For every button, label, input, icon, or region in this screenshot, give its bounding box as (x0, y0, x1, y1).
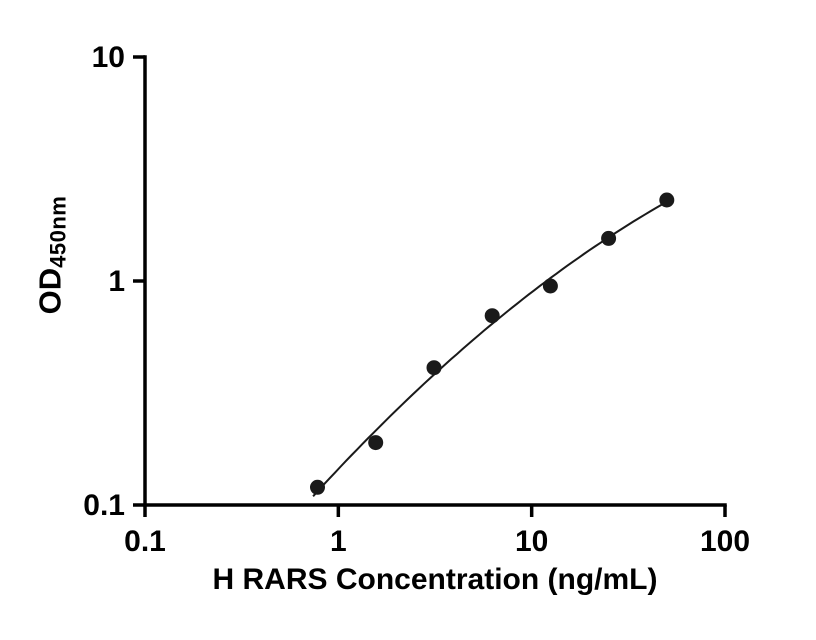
data-point (542, 278, 558, 294)
fit-curve (312, 200, 668, 497)
data-point (368, 435, 384, 451)
data-point (601, 230, 617, 246)
axes (143, 55, 727, 507)
x-tick-label: 1 (330, 525, 347, 558)
y-axis-title-subscript: 450nm (45, 195, 71, 268)
x-axis-title: H RARS Concentration (ng/mL) (212, 563, 658, 596)
y-axis-title-main: OD (32, 267, 68, 315)
y-tick-label: 10 (92, 41, 125, 74)
data-point (426, 360, 442, 376)
x-tick-label: 0.1 (124, 525, 166, 558)
x-tick-label: 100 (700, 525, 750, 558)
y-tick-label: 1 (108, 265, 125, 298)
x-tick-label: 10 (515, 525, 548, 558)
y-tick-label: 0.1 (83, 489, 125, 522)
data-point (659, 192, 675, 208)
y-axis-title: OD450nm (33, 196, 72, 315)
data-point (484, 308, 500, 324)
data-point (310, 479, 325, 495)
